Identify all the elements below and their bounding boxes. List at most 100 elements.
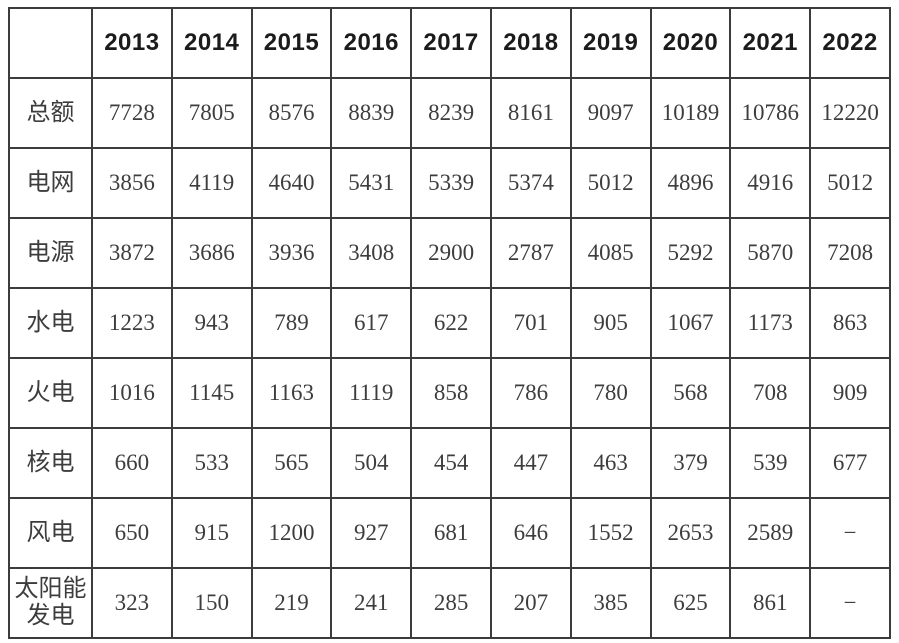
data-cell: 1223: [91, 287, 173, 359]
data-cell: 504: [330, 427, 413, 499]
data-cell: 447: [489, 427, 572, 499]
data-cell: 5292: [649, 217, 732, 289]
data-cell: 379: [649, 427, 732, 499]
data-cell: 1119: [330, 357, 413, 429]
data-cell: 9097: [569, 77, 652, 149]
data-cell: 4896: [649, 147, 732, 219]
row-label-cell: 火电: [8, 357, 93, 429]
data-cell: 863: [809, 287, 891, 359]
data-cell: 2900: [410, 217, 492, 289]
data-cell: 8576: [250, 77, 333, 149]
row-label-cell: 电网: [8, 147, 93, 219]
data-cell: 4916: [729, 147, 812, 219]
data-cell: 5339: [410, 147, 492, 219]
data-cell: 617: [330, 287, 413, 359]
data-cell: 5431: [330, 147, 413, 219]
data-cell: 539: [729, 427, 812, 499]
data-cell: 8839: [330, 77, 413, 149]
data-cell: 858: [410, 357, 492, 429]
data-cell: 660: [91, 427, 173, 499]
data-cell: 533: [170, 427, 253, 499]
data-cell: 861: [729, 567, 812, 639]
data-cell: 207: [489, 567, 572, 639]
data-cell: 622: [410, 287, 492, 359]
table-row: 核电 660 533 565 504 454 447 463 379 539 677: [8, 427, 891, 499]
corner-cell: [8, 7, 93, 79]
data-cell: 927: [330, 497, 413, 569]
data-cell: 385: [569, 567, 652, 639]
data-cell: 7208: [809, 217, 891, 289]
data-cell: 780: [569, 357, 652, 429]
data-cell: 565: [250, 427, 333, 499]
data-cell: 786: [489, 357, 572, 429]
table-row: 太阳能发电 323 150 219 241 285 207 385 625 861−: [8, 567, 891, 639]
data-cell: 2589: [729, 497, 812, 569]
data-cell: 4119: [170, 147, 253, 219]
data-cell: 5870: [729, 217, 812, 289]
table-row: 风电 650 915 1200 927 681 646 1552 2653 2589−: [8, 497, 891, 569]
table-row: 火电 1016 1145 1163 1119 858 786 780 568 708 909: [8, 357, 891, 429]
data-cell: 8161: [489, 77, 572, 149]
data-cell: 646: [489, 497, 572, 569]
year-header-cell: 2019: [569, 7, 652, 79]
data-cell: 219: [250, 567, 333, 639]
table-row: 总额 7728 7805 8576 8839 8239 8161 9097 10189 10786…: [8, 77, 891, 149]
data-cell: 1552: [569, 497, 652, 569]
data-cell: 4640: [250, 147, 333, 219]
header-row: 2013 2014 2015 2016 2017 2018 2019 2020 2021 2022: [8, 7, 891, 79]
data-cell: 3936: [250, 217, 333, 289]
data-cell: 789: [250, 287, 333, 359]
data-cell: 1200: [250, 497, 333, 569]
data-cell: 1067: [649, 287, 732, 359]
row-label-cell: 核电: [8, 427, 93, 499]
data-cell: −: [809, 567, 891, 639]
data-cell: 10189: [649, 77, 732, 149]
table-row: 水电 1223 943 789 617 622 701 905 1067 1173 863: [8, 287, 891, 359]
data-cell: 681: [410, 497, 492, 569]
data-cell: 454: [410, 427, 492, 499]
row-label-cell: 太阳能发电: [8, 567, 93, 639]
data-cell: 7805: [170, 77, 253, 149]
table-header: 2013 2014 2015 2016 2017 2018 2019 2020 2021 2022: [8, 7, 891, 79]
data-cell: 5012: [809, 147, 891, 219]
row-label-cell: 电源: [8, 217, 93, 289]
year-header-cell: 2018: [489, 7, 572, 79]
data-cell: 1163: [250, 357, 333, 429]
data-cell: 4085: [569, 217, 652, 289]
data-cell: 150: [170, 567, 253, 639]
data-cell: 3686: [170, 217, 253, 289]
table-row: 电网 3856 4119 4640 5431 5339 5374 5012 4896 4916 50…: [8, 147, 891, 219]
data-cell: 10786: [729, 77, 812, 149]
data-cell: 241: [330, 567, 413, 639]
data-cell: 625: [649, 567, 732, 639]
data-cell: 905: [569, 287, 652, 359]
row-label-cell: 风电: [8, 497, 93, 569]
power-investment-table: 2013 2014 2015 2016 2017 2018 2019 2020 2021 2022…: [8, 7, 891, 639]
data-cell: 943: [170, 287, 253, 359]
year-header-cell: 2016: [330, 7, 413, 79]
data-cell: 677: [809, 427, 891, 499]
data-cell: 7728: [91, 77, 173, 149]
year-header-cell: 2021: [729, 7, 812, 79]
year-header-cell: 2015: [250, 7, 333, 79]
data-cell: 915: [170, 497, 253, 569]
year-header-cell: 2022: [809, 7, 891, 79]
data-cell: 5012: [569, 147, 652, 219]
data-cell: 463: [569, 427, 652, 499]
data-cell: 701: [489, 287, 572, 359]
data-cell: 5374: [489, 147, 572, 219]
table-row: 电源 3872 3686 3936 3408 2900 2787 4085 5292 5870 72…: [8, 217, 891, 289]
data-cell: 323: [91, 567, 173, 639]
row-label-cell: 水电: [8, 287, 93, 359]
data-cell: 1145: [170, 357, 253, 429]
data-cell: 3408: [330, 217, 413, 289]
data-cell: 909: [809, 357, 891, 429]
data-cell: 8239: [410, 77, 492, 149]
data-cell: 2787: [489, 217, 572, 289]
data-cell: 2653: [649, 497, 732, 569]
data-cell: 1173: [729, 287, 812, 359]
data-cell: 568: [649, 357, 732, 429]
year-header-cell: 2014: [170, 7, 253, 79]
year-header-cell: 2017: [410, 7, 492, 79]
table-body: 总额 7728 7805 8576 8839 8239 8161 9097 10189 10786…: [8, 77, 891, 639]
